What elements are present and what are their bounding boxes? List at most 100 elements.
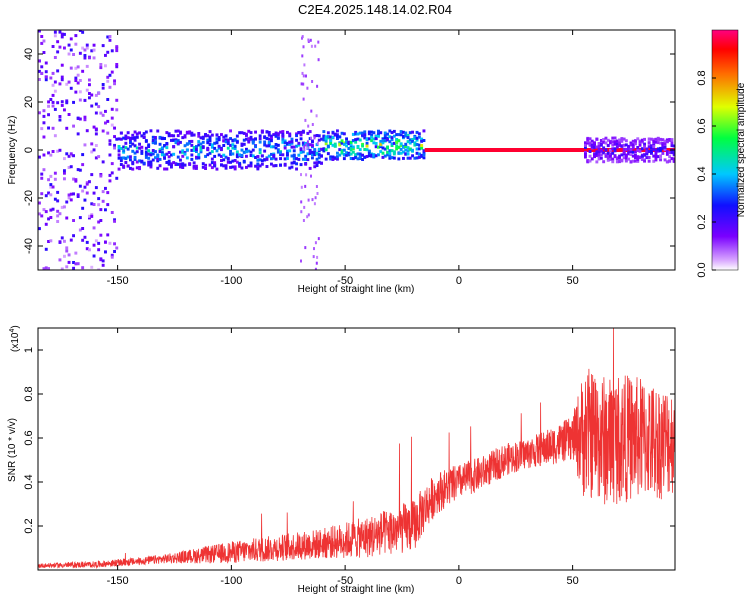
heatmap-cell (240, 166, 244, 170)
heatmap-cell (110, 107, 114, 111)
heatmap-cell (113, 143, 116, 147)
heatmap-cell (131, 142, 135, 146)
heatmap-cell (65, 82, 69, 86)
heatmap-cell (65, 126, 69, 130)
heatmap-cell (220, 163, 223, 167)
heatmap-cell (190, 133, 194, 137)
heatmap-cell (634, 142, 637, 146)
heatmap-cell (665, 150, 669, 154)
heatmap-cell (604, 136, 608, 140)
heatmap-cell (481, 148, 485, 152)
heatmap-cell (56, 214, 60, 218)
heatmap-cell (69, 86, 73, 90)
heatmap-cell (670, 144, 674, 148)
heatmap-cell (113, 146, 116, 150)
heatmap-cell (599, 139, 603, 142)
heatmap-cell (122, 145, 126, 149)
heatmap-cell (574, 148, 578, 152)
heatmap-cell (634, 139, 637, 143)
heatmap-cell (329, 135, 333, 139)
colorbar-tick-label: 0.4 (696, 166, 708, 181)
heatmap-cell (270, 145, 273, 149)
heatmap-cell (629, 148, 633, 152)
heatmap-cell (42, 121, 46, 125)
heatmap-cell (340, 149, 344, 153)
heatmap-cell (584, 141, 587, 145)
heatmap-cell (254, 130, 257, 134)
heatmap-cell (313, 134, 317, 138)
heatmap-cell (661, 151, 665, 155)
heatmap-cell (313, 247, 315, 251)
heatmap-cell (661, 143, 665, 147)
x-tick-label: -100 (220, 575, 242, 587)
heatmap-cell (44, 222, 48, 226)
heatmap-cell (108, 173, 112, 177)
heatmap-cell (504, 148, 508, 152)
heatmap-cell (256, 155, 260, 159)
heatmap-cell (636, 160, 640, 163)
heatmap-cell (447, 148, 451, 152)
heatmap-band (322, 129, 426, 161)
heatmap-cell (104, 208, 107, 212)
heatmap-cell (618, 157, 621, 161)
heatmap-cell (586, 141, 590, 145)
heatmap-cell (69, 152, 73, 156)
heatmap-cell (92, 56, 96, 60)
heatmap-cell (329, 139, 333, 142)
heatmap-cell (81, 227, 85, 230)
heatmap-cell (301, 35, 304, 39)
heatmap-cell (163, 155, 166, 158)
heatmap-cell (78, 168, 82, 172)
heatmap-cell (42, 208, 46, 212)
heatmap-cell (215, 167, 219, 171)
heatmap-cell (119, 131, 123, 135)
heatmap-cell (235, 134, 239, 138)
heatmap-cell (652, 159, 656, 163)
heatmap-cell (656, 155, 660, 159)
heatmap-cell (624, 155, 628, 159)
heatmap-cell (231, 146, 235, 150)
heatmap-cell (301, 143, 305, 147)
heatmap-cell (365, 138, 369, 141)
heatmap-cell (42, 39, 46, 43)
heatmap-cell (108, 35, 112, 38)
heatmap-cell (320, 147, 323, 151)
heatmap-cell (51, 100, 55, 104)
heatmap-cell (56, 220, 60, 223)
heatmap-cell (301, 157, 305, 161)
heatmap-cell (56, 40, 60, 44)
heatmap-cell (411, 139, 414, 143)
heatmap-cell (377, 145, 380, 149)
heatmap-cell (422, 129, 426, 133)
heatmap-cell (588, 137, 592, 141)
heatmap-cell (661, 141, 665, 145)
heatmap-cell (42, 51, 46, 54)
heatmap-cell (347, 153, 351, 157)
colorbar-tick-label: 0.6 (696, 118, 708, 133)
heatmap-cell (88, 214, 91, 218)
heatmap-cell (304, 162, 308, 166)
heatmap-cell (340, 151, 344, 155)
heatmap-cell (172, 161, 176, 165)
heatmap-cell (670, 157, 674, 161)
heatmap-cell (195, 150, 198, 153)
heatmap-cell (404, 131, 408, 135)
heatmap-cell (188, 162, 192, 166)
heatmap-cell (101, 129, 105, 133)
heatmap-cell (438, 148, 442, 152)
heatmap-cell (338, 148, 342, 152)
heatmap-cell (310, 174, 312, 178)
heatmap-cell (151, 139, 155, 142)
heatmap-cell (299, 130, 303, 134)
x-tick-label: 0 (456, 575, 462, 587)
heatmap-cell (249, 131, 253, 135)
heatmap-cell (131, 149, 135, 153)
heatmap-cell (58, 82, 62, 86)
heatmap-cell (365, 148, 369, 152)
heatmap-cell (94, 102, 98, 106)
heatmap-cell (85, 129, 89, 133)
heatmap-cell (305, 143, 308, 147)
heatmap-cell (124, 137, 128, 141)
y-tick-label: -40 (23, 238, 35, 254)
heatmap-cell (69, 238, 73, 242)
